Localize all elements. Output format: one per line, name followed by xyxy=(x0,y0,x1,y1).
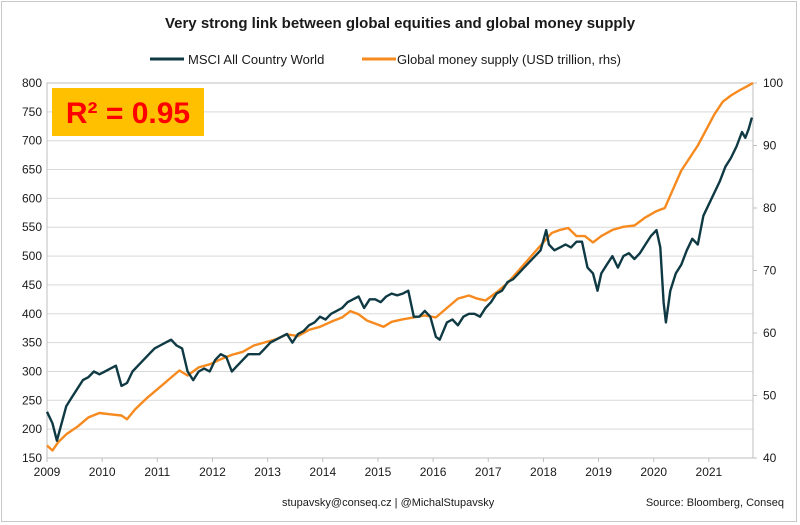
r-squared-label: R² = 0.95 xyxy=(66,97,190,130)
x-tick-2012: 2012 xyxy=(199,465,226,479)
y-axis-right: 40 50 60 70 80 90 100 xyxy=(753,76,783,465)
y-right-tick-60: 60 xyxy=(763,326,777,340)
y-left-tick-450: 450 xyxy=(22,278,42,292)
y-left-tick-600: 600 xyxy=(22,191,42,205)
y-left-tick-150: 150 xyxy=(22,451,42,465)
y-right-tick-40: 40 xyxy=(763,451,777,465)
y-left-tick-550: 550 xyxy=(22,220,42,234)
x-tick-2015: 2015 xyxy=(365,465,392,479)
y-left-tick-300: 300 xyxy=(22,364,42,378)
footer-source: Source: Bloomberg, Conseq xyxy=(646,497,784,509)
x-tick-2018: 2018 xyxy=(530,465,557,479)
y-right-tick-50: 50 xyxy=(763,389,777,403)
y-left-tick-250: 250 xyxy=(22,393,42,407)
r-squared-box xyxy=(52,88,204,136)
x-tick-2020: 2020 xyxy=(640,465,667,479)
y-left-tick-200: 200 xyxy=(22,422,42,436)
y-left-tick-700: 700 xyxy=(22,134,42,148)
y-left-tick-750: 750 xyxy=(22,105,42,119)
x-axis: 2009 2010 2011 2012 2013 2014 2015 2016 2017 2018… xyxy=(34,458,723,479)
x-tick-2016: 2016 xyxy=(420,465,447,479)
x-tick-2013: 2013 xyxy=(254,465,281,479)
x-tick-2017: 2017 xyxy=(475,465,502,479)
x-tick-2021: 2021 xyxy=(696,465,723,479)
x-tick-2010: 2010 xyxy=(89,465,116,479)
x-tick-2009: 2009 xyxy=(34,465,61,479)
legend-label-msci: MSCI All Country World xyxy=(188,52,324,67)
y-right-tick-90: 90 xyxy=(763,139,777,153)
y-right-tick-80: 80 xyxy=(763,201,777,215)
series-line-global-money-supply xyxy=(46,81,754,452)
plot-border xyxy=(46,82,754,459)
chart-title: Very strong link between global equities… xyxy=(165,15,636,32)
plot-area xyxy=(46,82,754,459)
x-tick-2019: 2019 xyxy=(585,465,612,479)
series-line-msci-acwi xyxy=(45,117,754,442)
y-left-tick-500: 500 xyxy=(22,249,42,263)
y-axis-left: 150 200 250 300 350 400 450 500 550 600 650 700 750 8… xyxy=(22,76,42,465)
y-left-tick-800: 800 xyxy=(22,76,42,90)
r-squared-annotation: R² = 0.95 xyxy=(52,88,204,136)
x-tick-2011: 2011 xyxy=(144,465,170,479)
y-left-tick-350: 350 xyxy=(22,336,42,350)
y-right-tick-70: 70 xyxy=(763,264,777,278)
y-left-tick-650: 650 xyxy=(22,163,42,177)
gridlines xyxy=(47,82,753,459)
legend-label-money-supply: Global money supply (USD trillion, rhs) xyxy=(397,52,621,67)
legend: MSCI All Country World Global money supp… xyxy=(150,52,621,67)
y-left-tick-400: 400 xyxy=(22,307,42,321)
y-right-tick-100: 100 xyxy=(763,76,783,90)
footer-contact: stupavsky@conseq.cz | @MichalStupavsky xyxy=(282,497,495,509)
series-layer xyxy=(45,81,754,452)
x-tick-2014: 2014 xyxy=(309,465,336,479)
